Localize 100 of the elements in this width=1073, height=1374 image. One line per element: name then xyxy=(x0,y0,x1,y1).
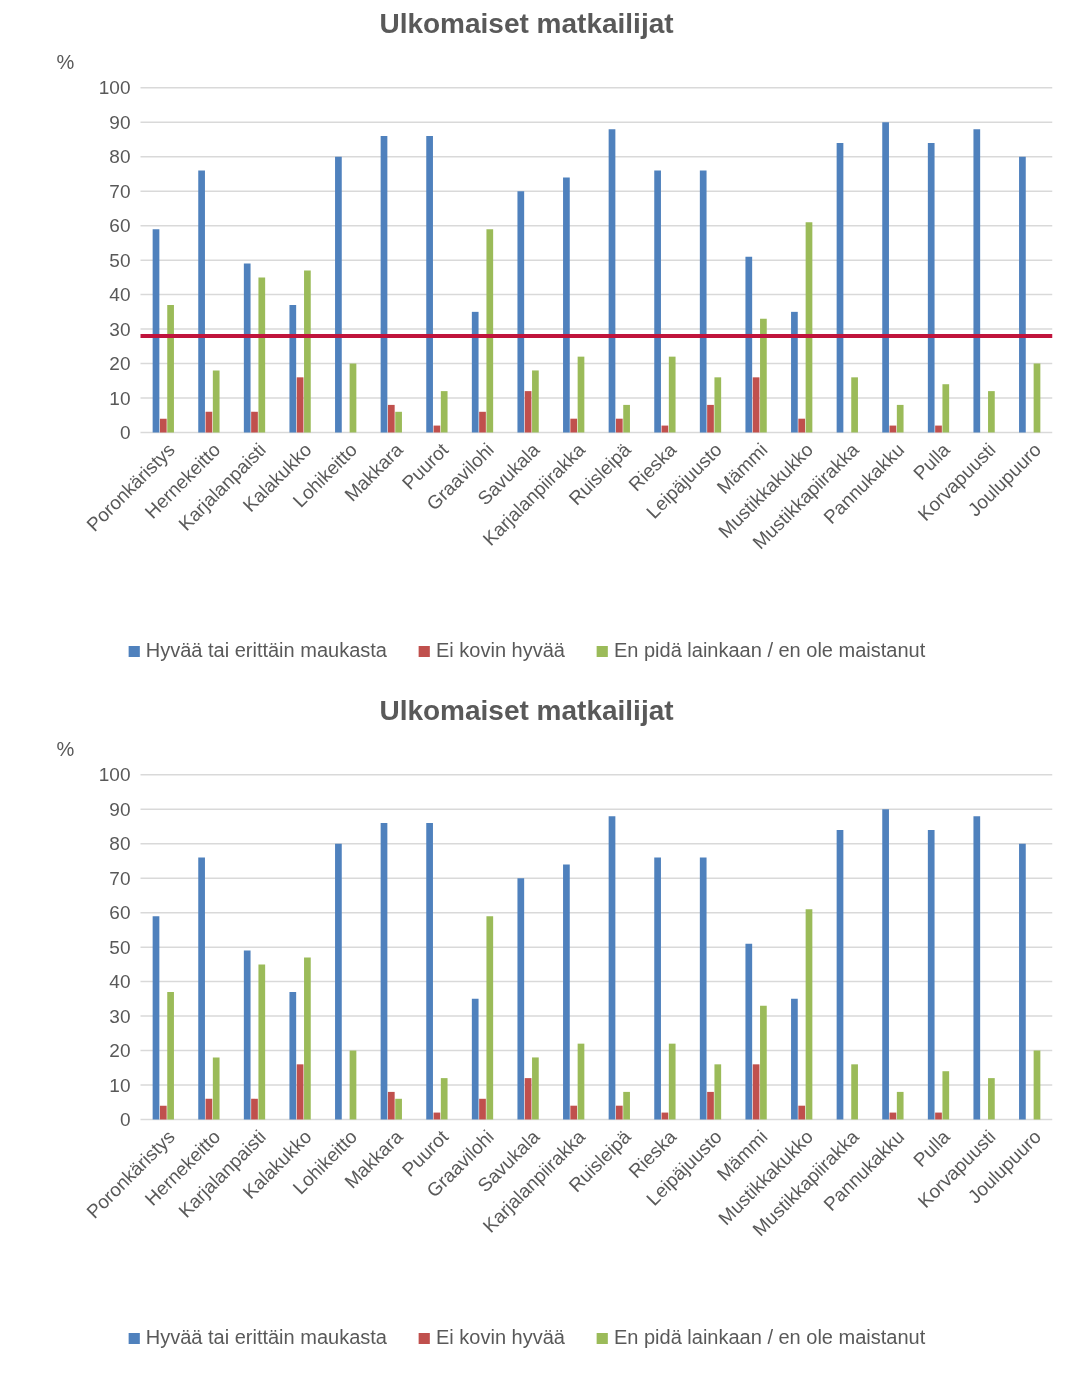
bar xyxy=(159,418,167,433)
y-tick-label: 0 xyxy=(119,421,131,443)
chart-title: Ulkomaiset matkailijat xyxy=(379,694,674,726)
bar xyxy=(395,1098,402,1120)
legend-label: Hyvää tai erittäin maukasta xyxy=(145,639,387,662)
y-tick-label: 90 xyxy=(109,111,131,133)
bar xyxy=(942,1071,950,1120)
bar xyxy=(988,1078,995,1120)
y-tick-label: 60 xyxy=(109,902,131,924)
legend-label: Ei kovin hyvää xyxy=(435,1326,565,1349)
bar xyxy=(289,991,297,1120)
bar xyxy=(615,1105,623,1120)
legend-label: En pidä lainkaan / en ole maistanut xyxy=(613,639,926,662)
y-tick-label: 30 xyxy=(109,318,131,340)
y-axis-title: % xyxy=(56,737,75,760)
bar xyxy=(791,998,798,1120)
bar xyxy=(440,1078,448,1120)
bar xyxy=(212,1057,220,1120)
legend-label: Hyvää tai erittäin maukasta xyxy=(145,1326,387,1349)
bar xyxy=(927,829,935,1120)
bar xyxy=(335,156,342,433)
bar xyxy=(623,1091,630,1120)
y-tick-label: 80 xyxy=(109,146,131,168)
bar xyxy=(167,304,174,433)
y-tick-label: 40 xyxy=(109,284,131,306)
bar xyxy=(532,370,539,433)
bar xyxy=(707,404,714,433)
bar xyxy=(517,191,525,433)
bar xyxy=(714,377,722,433)
bar xyxy=(198,170,205,433)
bar xyxy=(387,404,395,433)
bar xyxy=(699,170,707,433)
bar xyxy=(251,411,258,433)
y-tick-label: 90 xyxy=(109,798,131,820)
bar xyxy=(440,391,448,433)
bar xyxy=(942,384,950,433)
bar xyxy=(896,404,904,433)
y-tick-label: 20 xyxy=(109,353,131,375)
bar xyxy=(471,311,479,433)
bar xyxy=(791,311,798,433)
bar xyxy=(212,370,220,433)
y-tick-label: 50 xyxy=(109,249,131,271)
y-tick-label: 70 xyxy=(109,180,131,202)
bar xyxy=(258,277,266,433)
y-tick-label: 50 xyxy=(109,936,131,958)
legend-label: En pidä lainkaan / en ole maistanut xyxy=(613,1326,926,1349)
bar xyxy=(426,136,433,433)
bar xyxy=(1019,843,1026,1120)
y-tick-label: 10 xyxy=(109,1074,131,1096)
y-tick-label: 30 xyxy=(109,1005,131,1027)
bar xyxy=(760,1005,767,1120)
bar xyxy=(335,843,342,1120)
bar xyxy=(699,857,707,1120)
bar xyxy=(882,809,889,1120)
bar xyxy=(798,1105,806,1120)
bar xyxy=(615,418,623,433)
bar xyxy=(289,304,297,433)
bar xyxy=(896,1091,904,1120)
bar xyxy=(882,122,889,433)
bar xyxy=(623,404,630,433)
y-tick-label: 100 xyxy=(98,77,131,99)
y-tick-label: 10 xyxy=(109,387,131,409)
bar xyxy=(668,356,676,433)
bar xyxy=(668,1043,676,1120)
bar xyxy=(243,263,251,433)
legend-label: Ei kovin hyvää xyxy=(435,639,565,662)
bar xyxy=(745,943,753,1120)
bar xyxy=(745,256,753,433)
bar xyxy=(479,1098,486,1120)
bar xyxy=(935,425,942,433)
bar xyxy=(988,391,995,433)
y-axis-title: % xyxy=(56,50,75,73)
bar xyxy=(927,142,935,433)
bar xyxy=(258,964,266,1120)
bar xyxy=(973,816,981,1120)
bar xyxy=(851,1064,858,1120)
bar xyxy=(798,418,806,433)
bar xyxy=(387,1091,395,1120)
bar xyxy=(532,1057,539,1120)
bar xyxy=(251,1098,258,1120)
bar xyxy=(851,377,858,433)
bar xyxy=(167,991,174,1120)
y-tick-label: 100 xyxy=(98,764,131,786)
bar xyxy=(471,998,479,1120)
bar xyxy=(654,857,661,1120)
y-tick-label: 70 xyxy=(109,867,131,889)
bar xyxy=(159,1105,167,1120)
bar xyxy=(517,878,525,1120)
chart-title: Ulkomaiset matkailijat xyxy=(379,7,674,39)
bar xyxy=(654,170,661,433)
bar xyxy=(760,318,767,433)
y-tick-label: 60 xyxy=(109,215,131,237)
bar xyxy=(1019,156,1026,433)
y-tick-label: 20 xyxy=(109,1040,131,1062)
bar xyxy=(304,270,311,433)
bar xyxy=(426,823,433,1120)
bar xyxy=(570,418,578,433)
bar xyxy=(707,1091,714,1120)
bar xyxy=(243,950,251,1120)
y-tick-label: 40 xyxy=(109,971,131,993)
